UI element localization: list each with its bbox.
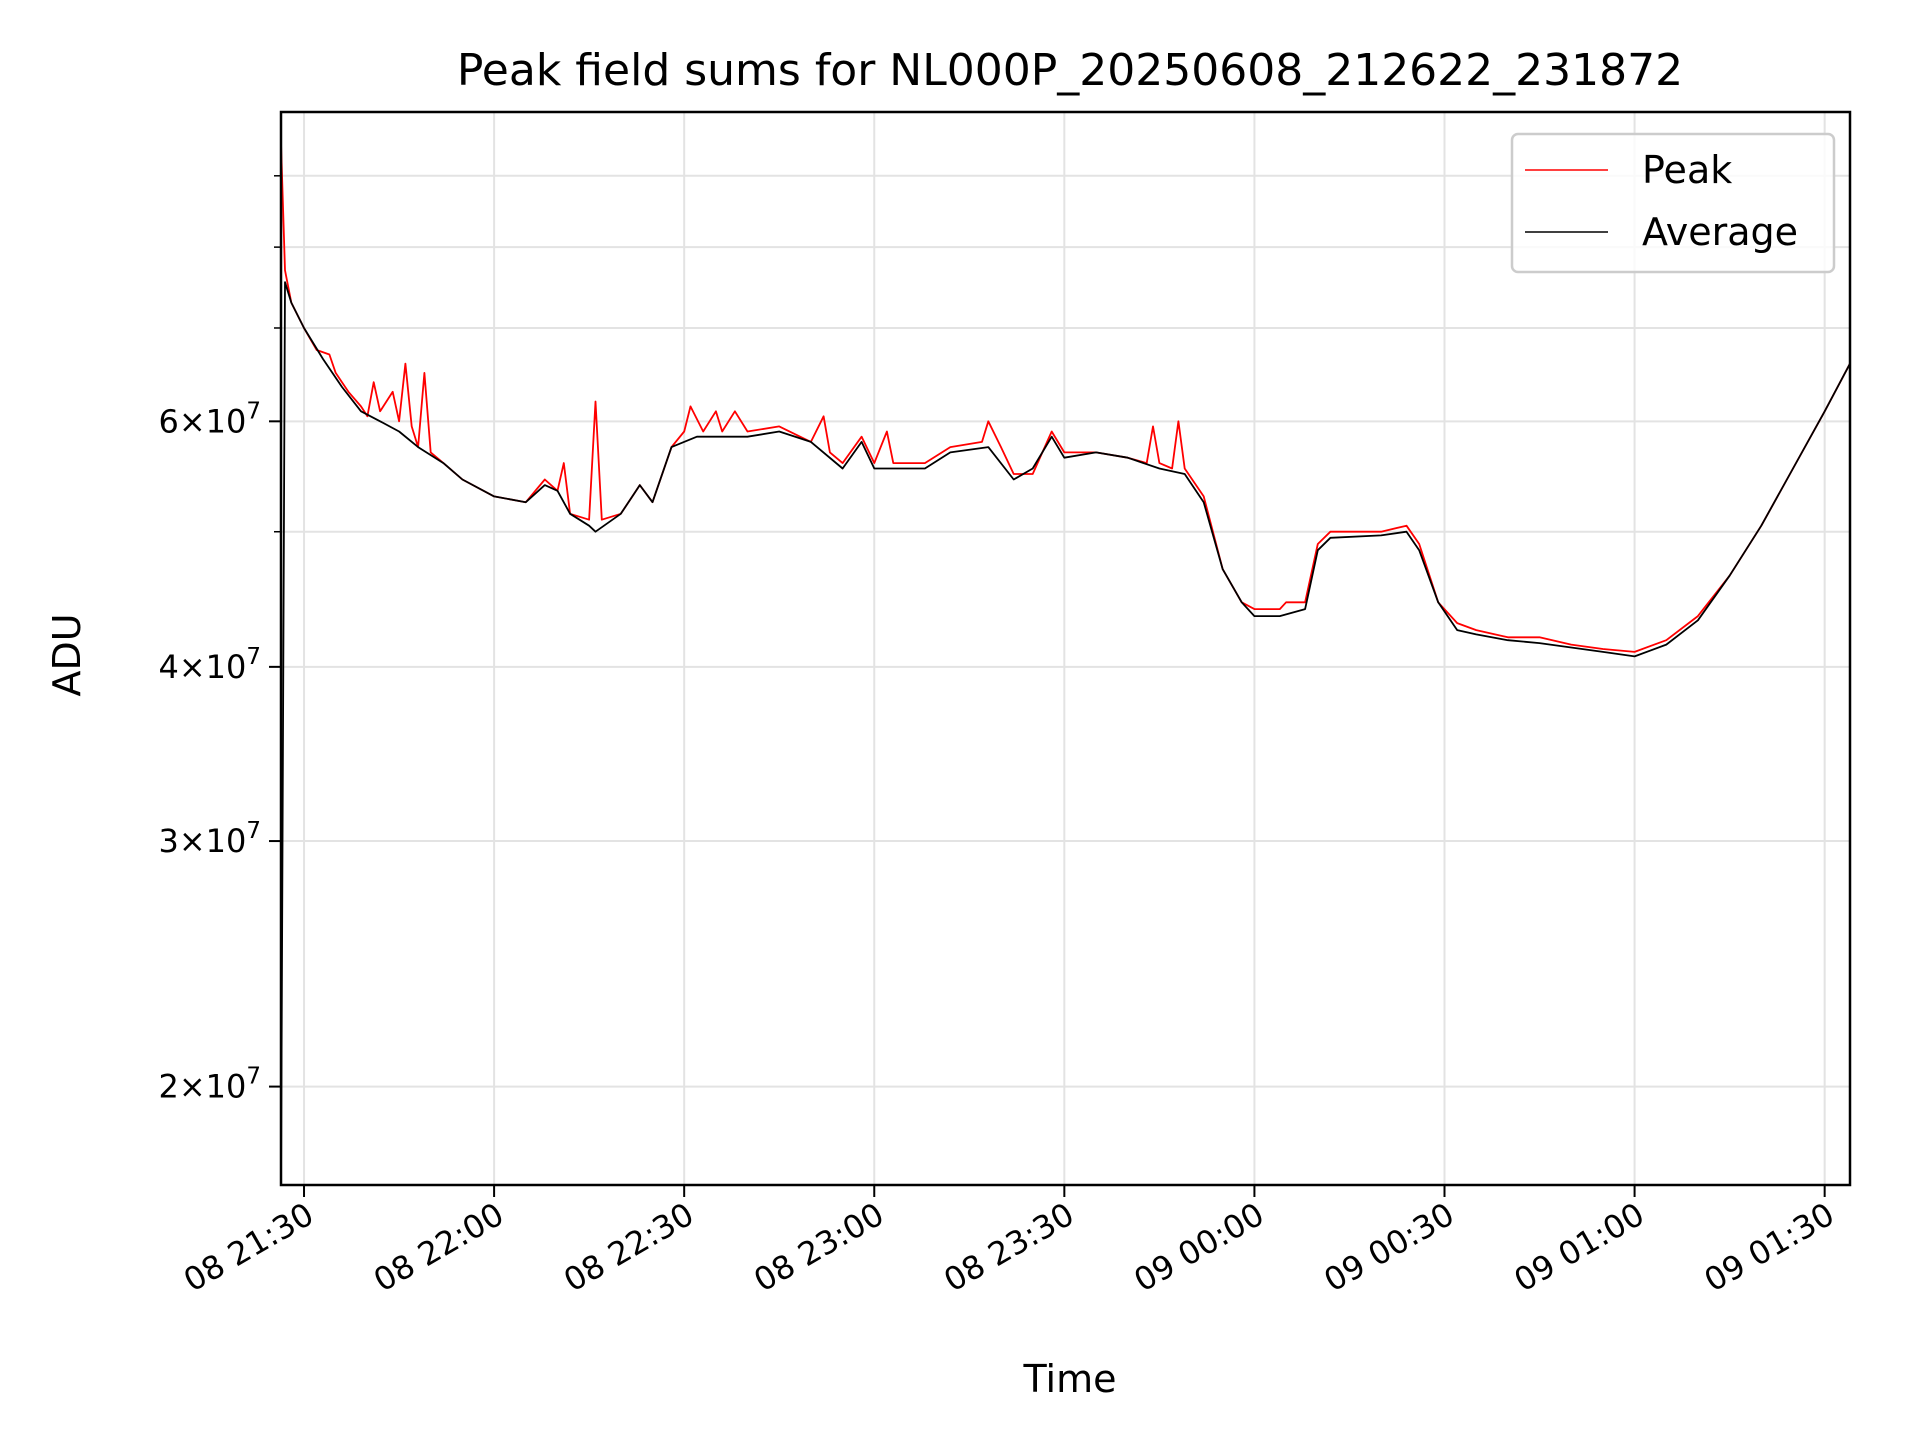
x-tick-label: 09 01:00 (1508, 1195, 1651, 1299)
series-lines (281, 143, 1850, 1185)
y-axis-label: ADU (45, 613, 89, 696)
series-line-average (281, 281, 1850, 1185)
grid (281, 112, 1850, 1185)
x-tick-label: 08 23:00 (747, 1195, 890, 1299)
series-line-peak (281, 143, 1850, 653)
legend-box (1510, 132, 1836, 274)
x-tick-label: 08 22:00 (367, 1195, 510, 1299)
y-tick-label: 2×107 (158, 1064, 261, 1106)
chart-title: Peak field sums for NL000P_20250608_2126… (457, 45, 1683, 96)
legend-label-peak: Peak (1642, 148, 1732, 192)
x-tick-label: 09 01:30 (1698, 1195, 1841, 1299)
x-tick-label: 08 22:30 (557, 1195, 700, 1299)
y-tick-label: 3×107 (158, 818, 261, 860)
x-tick-label: 09 00:00 (1127, 1195, 1270, 1299)
x-tick-label: 08 23:30 (937, 1195, 1080, 1299)
plot-frame (279, 110, 1852, 1187)
y-tick-label: 6×107 (158, 398, 261, 440)
axis-ticks: 08 21:30 08 22:00 08 22:30 08 23:00 08 23:30… (158, 175, 1841, 1299)
x-tick-label: 09 00:30 (1318, 1195, 1461, 1299)
x-tick-label: 08 21:30 (177, 1195, 320, 1299)
x-axis-label: Time (1023, 1357, 1117, 1401)
legend: Peak Average (1510, 132, 1836, 274)
legend-label-average: Average (1642, 210, 1798, 254)
y-tick-label: 4×107 (158, 644, 261, 686)
